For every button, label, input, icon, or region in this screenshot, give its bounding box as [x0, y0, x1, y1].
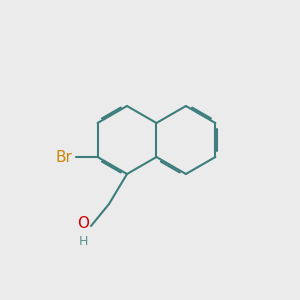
Text: Br: Br: [56, 149, 73, 164]
Text: H: H: [78, 235, 88, 248]
Text: O: O: [77, 217, 89, 232]
